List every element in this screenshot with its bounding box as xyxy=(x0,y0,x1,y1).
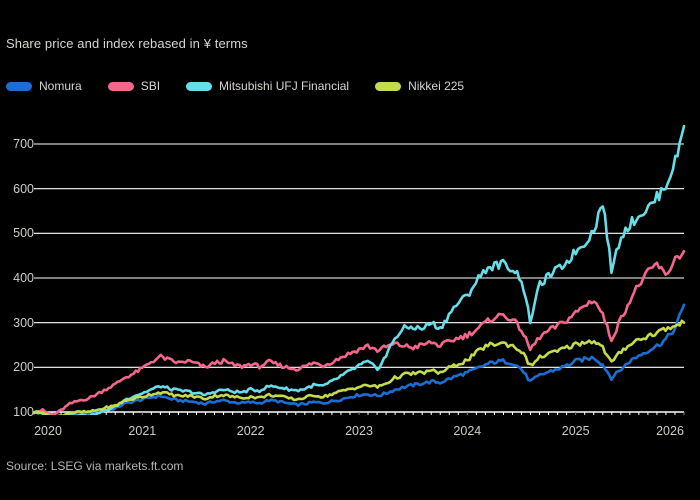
legend-item-label: Mitsubishi UFJ Financial xyxy=(219,79,350,93)
x-axis-tick-label: 2025 xyxy=(561,424,590,438)
y-axis-labels: 100 200 300 400 500 600 700 xyxy=(0,110,34,419)
series-line-nomura xyxy=(32,303,686,415)
legend-item-mitsubishi-ufj-financial[interactable]: Mitsubishi UFJ Financial xyxy=(186,79,349,93)
x-axis-tick-label: 2020 xyxy=(34,424,62,438)
legend-item-nomura[interactable]: Nomura xyxy=(6,79,82,93)
legend-item-label: SBI xyxy=(140,79,161,93)
chart-title: Share price and index rebased in ¥ terms xyxy=(6,36,248,51)
y-axis-tick-label: 300 xyxy=(13,315,34,330)
legend-item-nikkei-225[interactable]: Nikkei 225 xyxy=(375,79,464,93)
y-axis-tick-label: 200 xyxy=(13,360,34,375)
legend-item-label: Nomura xyxy=(39,79,82,93)
chart-source: Source: LSEG via markets.ft.com xyxy=(6,459,184,473)
line-chart-svg xyxy=(32,124,686,415)
y-axis-tick-label: 700 xyxy=(13,137,34,151)
y-axis-tick-label: 600 xyxy=(13,181,34,196)
legend-swatch-icon xyxy=(186,81,213,91)
legend-swatch-icon xyxy=(107,81,134,91)
legend-swatch-icon xyxy=(6,81,32,91)
legend-swatch-icon xyxy=(375,81,402,91)
y-axis-tick-label: 100 xyxy=(13,405,34,419)
series-line-sbi xyxy=(32,249,686,415)
series-line-nikkei-225 xyxy=(32,319,686,415)
x-axis-tick-label: 2022 xyxy=(236,424,265,438)
x-axis-tick-label: 2023 xyxy=(345,424,373,438)
x-axis-tick-label: 2021 xyxy=(128,424,157,438)
y-axis-tick-label: 500 xyxy=(13,226,34,241)
plot-area xyxy=(0,110,700,415)
x-axis-labels: 2020 2021 2022 2023 2024 2025 2026 xyxy=(0,424,700,444)
x-axis-tick-label: 2026 xyxy=(656,424,684,438)
series-line-mitsubishi-ufj-financial xyxy=(32,124,686,415)
legend-item-sbi[interactable]: SBI xyxy=(107,79,161,93)
legend-item-label: Nikkei 225 xyxy=(408,79,465,93)
chart-legend: Nomura SBI Mitsubishi UFJ Financial Nikkei … xyxy=(6,79,490,93)
x-axis-tick-label: 2024 xyxy=(453,424,482,438)
y-axis-tick-label: 400 xyxy=(13,271,34,285)
